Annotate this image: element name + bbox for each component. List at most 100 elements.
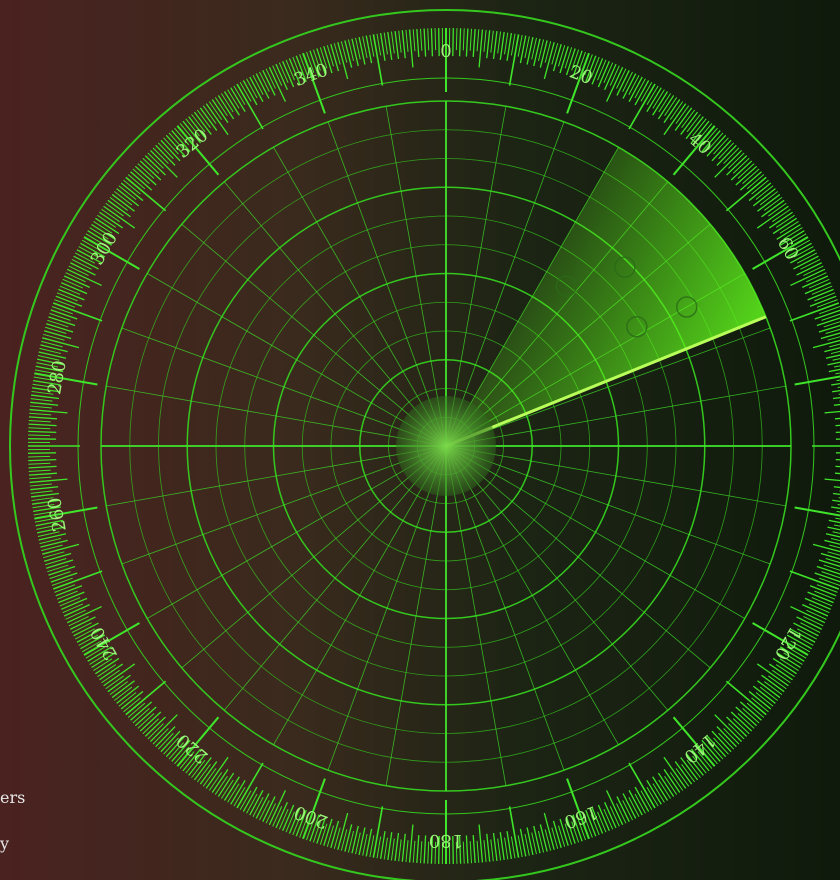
tick-mark-minor: [497, 31, 502, 54]
tick-mark: [55, 585, 83, 597]
tick-mark-minor: [768, 202, 787, 217]
tick-mark-minor: [233, 786, 246, 807]
tick-mark: [680, 757, 699, 781]
tick-mark: [211, 768, 229, 793]
tick-mark: [55, 295, 83, 307]
tick-mark-minor: [105, 202, 124, 217]
tick-mark: [519, 35, 527, 64]
tick-mark: [646, 87, 662, 113]
tick-mark-minor: [278, 808, 289, 830]
tick-mark-minor: [45, 326, 67, 335]
tick-mark-minor: [646, 85, 659, 106]
tick-mark: [814, 572, 840, 583]
radial-line: [106, 385, 447, 447]
tick-mark-minor: [369, 835, 375, 858]
tick-mark: [125, 680, 167, 716]
radial-line: [181, 223, 447, 447]
tick-mark-minor: [419, 28, 423, 51]
tick-mark: [835, 424, 840, 427]
tick-mark-minor: [597, 59, 607, 81]
tick-mark-minor: [829, 544, 840, 549]
tick-mark-minor: [369, 34, 375, 57]
tick-mark-minor: [227, 783, 240, 803]
tick-mark: [44, 552, 72, 562]
tick-mark-minor: [196, 109, 211, 128]
tick-mark: [499, 832, 505, 861]
tick-mark: [83, 236, 140, 270]
tick-mark: [634, 786, 650, 812]
tick-mark-minor: [305, 819, 315, 841]
radar-sweep-leading-edge: [445, 315, 767, 448]
tick-mark: [33, 506, 61, 513]
tick-mark: [833, 396, 840, 400]
tick-mark-minor: [669, 101, 684, 120]
tick-mark-minor: [132, 168, 150, 184]
tick-mark-minor: [462, 841, 465, 864]
tick-mark-minor: [220, 93, 234, 113]
tick-mark: [559, 46, 569, 74]
tick-mark-minor: [742, 708, 760, 724]
tick-mark: [533, 38, 541, 67]
tick-mark: [103, 663, 136, 687]
tick-mark-minor: [174, 127, 190, 146]
tick-mark-minor: [41, 340, 63, 348]
tick-mark-minor: [469, 28, 473, 51]
tick-mark-minor: [47, 564, 69, 573]
tick-mark: [337, 42, 349, 80]
tick-mark: [652, 776, 669, 801]
tick-mark: [125, 176, 167, 212]
tick-mark-minor: [333, 827, 341, 849]
tick-mark: [831, 506, 840, 510]
tick-mark-minor: [819, 577, 840, 587]
tick-mark-minor: [220, 779, 234, 799]
tick-mark-minor: [803, 265, 824, 276]
tick-mark-minor: [476, 29, 480, 52]
tick-mark-minor: [41, 544, 63, 552]
tick-mark-minor: [252, 74, 264, 95]
tick-mark-minor: [157, 142, 174, 160]
tick-mark: [606, 790, 624, 826]
tick-mark: [835, 472, 840, 475]
tick-mark: [591, 58, 604, 85]
tick-mark: [107, 674, 131, 693]
tick-mark-minor: [233, 85, 246, 106]
tick-mark-minor: [147, 152, 164, 169]
tick-mark: [48, 316, 76, 327]
tick-mark: [36, 526, 65, 534]
tick-mark-minor: [265, 68, 276, 89]
tick-mark-minor: [800, 259, 821, 270]
tick-mark-minor: [179, 123, 195, 141]
tick-mark-minor: [179, 751, 195, 769]
tick-mark: [790, 268, 826, 286]
tick-mark: [735, 165, 758, 186]
tick-mark-minor: [305, 51, 315, 73]
tick-mark-minor: [609, 806, 620, 827]
tick-mark: [165, 735, 186, 758]
tick-mark: [752, 236, 809, 270]
tick-mark-minor: [71, 622, 92, 633]
tick-mark-minor: [54, 299, 76, 308]
tick-mark: [205, 103, 229, 136]
tick-mark-minor: [259, 800, 270, 821]
tick-mark: [634, 80, 650, 106]
tick-mark: [756, 663, 789, 687]
tick-mark: [31, 492, 59, 498]
tick-mark-minor: [272, 65, 283, 86]
tick-mark: [604, 802, 617, 829]
tick-mark: [827, 361, 840, 366]
tick-mark: [34, 506, 98, 520]
tick-mark: [176, 125, 220, 176]
tick-mark-minor: [616, 803, 627, 824]
tick-mark: [748, 690, 772, 710]
tick-mark-minor: [292, 814, 302, 836]
bearing-label: 260: [44, 496, 71, 533]
tick-mark-minor: [827, 336, 840, 341]
tick-mark-minor: [737, 713, 755, 729]
tick-mark: [506, 831, 513, 859]
tick-mark-minor: [510, 836, 516, 859]
tick-mark-minor: [622, 800, 633, 821]
tick-mark: [597, 60, 610, 88]
tick-mark-minor: [603, 62, 614, 84]
tick-mark-minor: [768, 675, 787, 690]
tick-mark: [217, 772, 235, 797]
